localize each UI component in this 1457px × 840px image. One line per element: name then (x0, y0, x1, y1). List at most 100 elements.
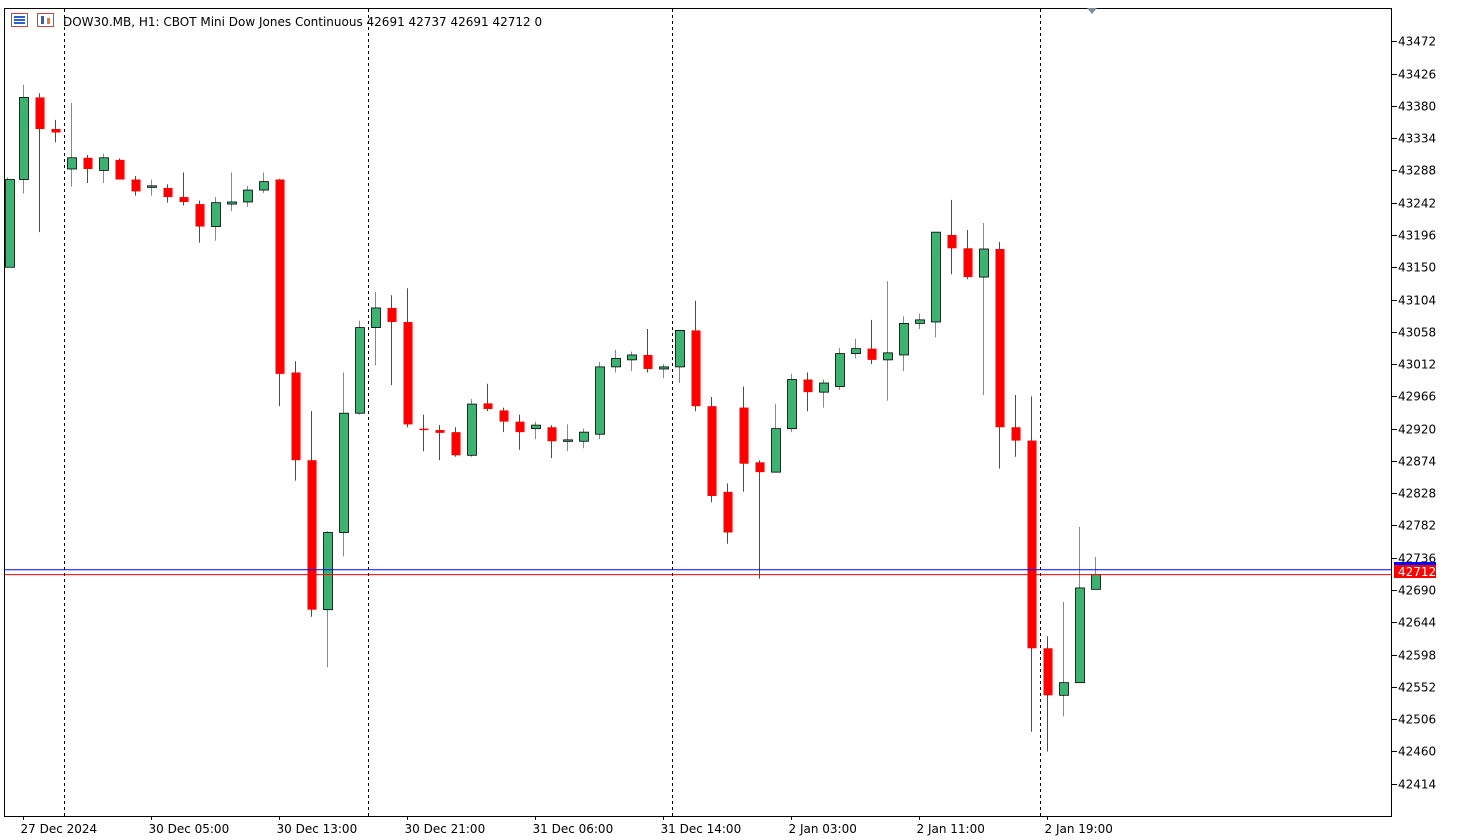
candle-body (739, 407, 749, 464)
candle-body (771, 428, 781, 473)
candle-body (627, 354, 637, 361)
candle-body (147, 185, 157, 188)
y-tick-label: 43058 (1398, 326, 1436, 340)
bull-candle (931, 231, 941, 338)
bull-candle (627, 351, 637, 372)
candle-body (979, 248, 989, 278)
candle-body (1091, 574, 1101, 590)
y-tick-label: 43380 (1398, 100, 1436, 114)
y-tick-label: 42506 (1398, 713, 1436, 727)
bear-candle (387, 295, 397, 386)
candle-body (499, 410, 509, 422)
y-tick-label: 42966 (1398, 390, 1436, 404)
bear-candle (179, 172, 189, 206)
bull-candle (611, 350, 621, 373)
candle-body (35, 97, 45, 129)
candle-body (611, 358, 621, 368)
bull-candle (355, 320, 365, 415)
candle-body (387, 307, 397, 322)
candle-body (643, 354, 653, 369)
candle-body (547, 427, 557, 442)
bear-candle (803, 372, 813, 412)
candle-body (99, 157, 109, 171)
candle-body (835, 353, 845, 387)
shift-marker-icon[interactable] (1087, 8, 1097, 14)
price-lines (5, 569, 1392, 576)
bear-candle (755, 460, 765, 579)
candle-body (867, 348, 877, 360)
candle-body (371, 307, 381, 328)
bull-candle (835, 347, 845, 391)
candles (5, 84, 1101, 752)
bull-candle (563, 424, 573, 452)
bear-candle (1027, 396, 1037, 732)
candle-body (787, 379, 797, 430)
candle-body (339, 412, 349, 533)
x-tick-label: 30 Dec 13:00 (277, 822, 358, 836)
bull-candle (467, 399, 477, 457)
candle-body (803, 379, 813, 393)
candle-body (163, 187, 173, 198)
bear-candle (499, 407, 509, 433)
bull-candle (531, 421, 541, 440)
bull-candle (19, 84, 29, 194)
candle-body (851, 348, 861, 354)
candle-body (179, 197, 189, 202)
bear-candle (1043, 636, 1053, 752)
y-tick-label: 42598 (1398, 649, 1436, 663)
bear-candle (963, 230, 973, 280)
price-axis[interactable]: 43472 43426 43380 43334 43288 43242 43196 43150… (1392, 35, 1436, 792)
time-axis[interactable]: 27 Dec 2024 30 Dec 05:00 30 Dec 13:00 30 De… (21, 816, 1113, 836)
bear-candle (707, 397, 717, 503)
candle-body (435, 430, 445, 433)
bear-candle (83, 154, 93, 184)
bear-candle (483, 383, 493, 412)
bear-candle (195, 200, 205, 243)
candle-body (211, 202, 221, 227)
bear-candle (51, 119, 61, 143)
bull-candle (787, 373, 797, 433)
candle-body (819, 382, 829, 393)
candle-body (915, 319, 925, 324)
bull-candle (659, 364, 669, 379)
candle-body (707, 406, 717, 497)
bear-candle (547, 425, 557, 459)
x-tick-label: 2 Jan 19:00 (1045, 822, 1113, 836)
bull-candle (259, 172, 269, 193)
bear-candle (1011, 394, 1021, 457)
candle-body (403, 321, 413, 425)
bull-candle (883, 281, 893, 401)
candle-body (451, 432, 461, 456)
bear-candle (307, 411, 317, 617)
bull-candle (99, 153, 109, 184)
candle-body (307, 460, 317, 610)
chart-list-icon[interactable] (11, 13, 28, 27)
chart-type-icon[interactable] (37, 13, 54, 27)
bear-candle (35, 93, 45, 233)
bull-candle (595, 361, 605, 440)
candle-body (67, 157, 77, 170)
candle-body (355, 327, 365, 414)
candle-body (755, 462, 765, 473)
y-tick-label: 43334 (1398, 132, 1436, 146)
candle-body (19, 97, 29, 180)
bear-candle (131, 176, 141, 196)
candle-body (1075, 587, 1085, 684)
y-tick-label: 43150 (1398, 261, 1436, 275)
bull-candle (243, 185, 253, 207)
bear-candle (723, 483, 733, 544)
bull-candle (579, 428, 589, 449)
bull-candle (851, 338, 861, 359)
x-tick-label: 30 Dec 05:00 (149, 822, 230, 836)
candle-body (691, 330, 701, 407)
bull-candle (1059, 601, 1069, 717)
bear-candle (291, 361, 301, 481)
candle-body (883, 352, 893, 361)
x-tick-label: 2 Jan 03:00 (789, 822, 857, 836)
bear-candle (515, 414, 525, 450)
bull-candle (5, 177, 15, 268)
bear-candle (451, 427, 461, 457)
candle-body (115, 159, 125, 180)
y-tick-label: 43426 (1398, 68, 1436, 82)
